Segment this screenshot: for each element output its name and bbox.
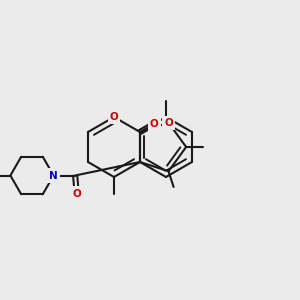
Text: N: N [49,170,58,181]
Text: O: O [164,118,173,128]
Text: O: O [110,112,118,122]
Text: O: O [150,119,159,129]
Text: O: O [72,188,81,199]
